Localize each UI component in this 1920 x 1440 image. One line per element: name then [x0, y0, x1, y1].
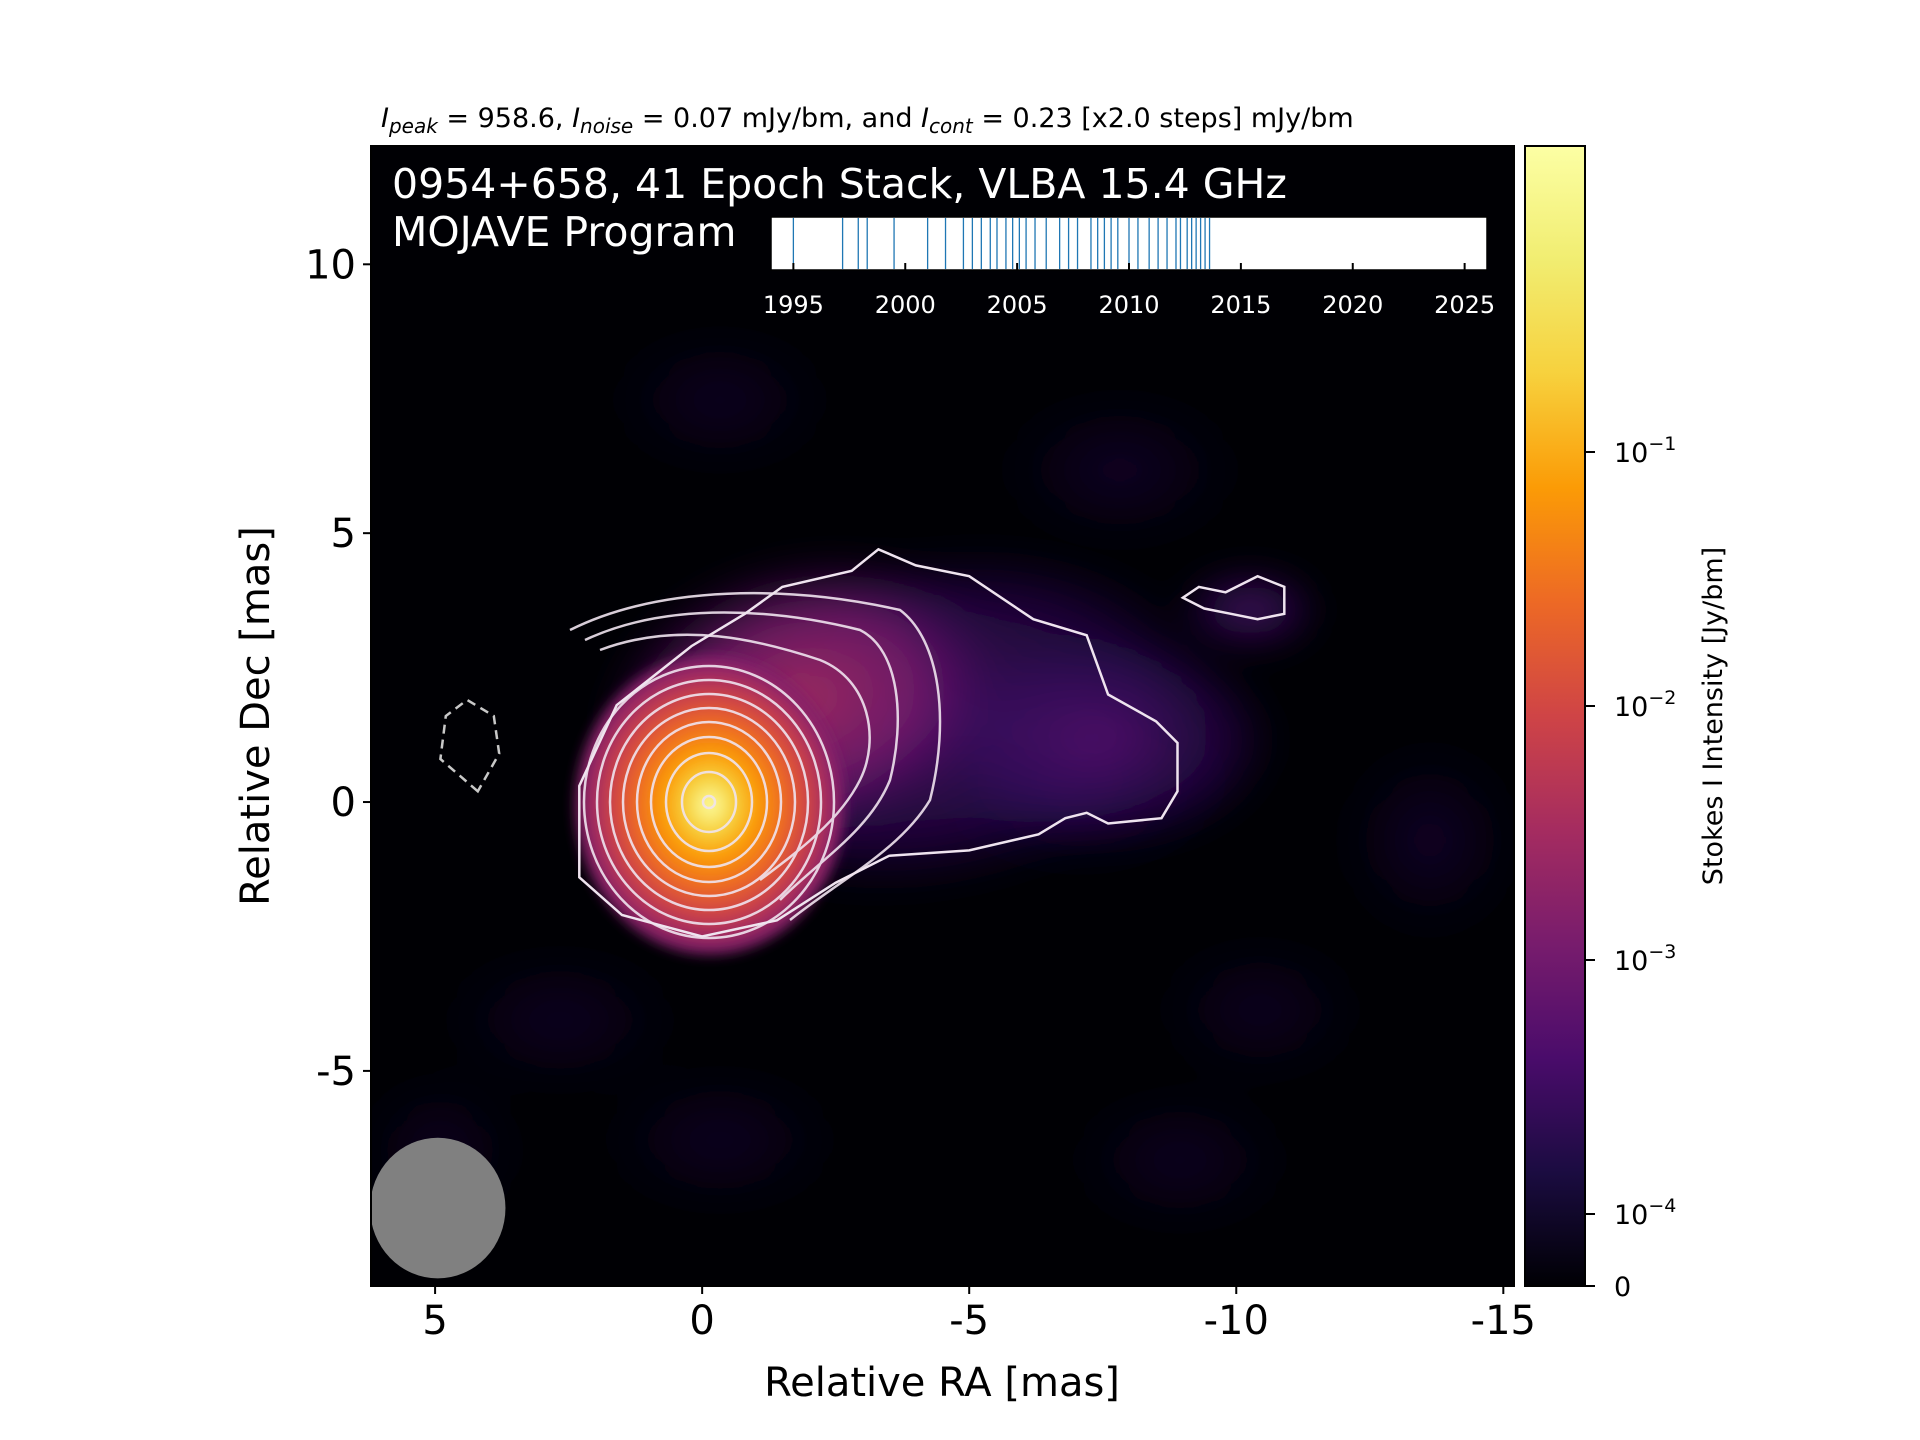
colorbar-tick-label: 10−3: [1614, 941, 1676, 977]
intensity-map: [371, 350, 1510, 1279]
tick-base: 10: [1614, 692, 1648, 723]
contour-layer: [439, 547, 1286, 938]
inner-contours: [569, 591, 942, 940]
x-tick-label: -5: [949, 1298, 989, 1344]
tick-base: 10: [1614, 1200, 1648, 1231]
tick-exponent: −3: [1648, 941, 1676, 963]
colorbar-tick-label: 0: [1614, 1272, 1631, 1303]
tick-exponent: −4: [1648, 1195, 1676, 1217]
plot-frame: [370, 145, 1515, 1287]
colorbar-ticks: 10−110−210−310−40: [1585, 433, 1676, 1303]
tick-exponent: −1: [1648, 433, 1676, 455]
colorbar-tick-label: 10−1: [1614, 433, 1676, 469]
header-part: = 0.07 mJy/bm, and: [633, 103, 921, 134]
y-axis-label: Relative Dec [mas]: [233, 526, 279, 906]
inset-tick-label: 2000: [875, 291, 936, 319]
header-part: = 958.6,: [438, 103, 572, 134]
outer-contour: [578, 547, 1179, 938]
epoch-marks: [792, 218, 1211, 269]
colorbar-label: Stokes I Intensity [Jy/bm]: [1698, 547, 1729, 885]
tick-base: 10: [1614, 946, 1648, 977]
y-tick-label: 5: [331, 511, 356, 557]
header-part: = 0.23 [x2.0 steps] mJy/bm: [973, 103, 1354, 134]
x-tick-label: 5: [422, 1298, 447, 1344]
inset-tick-label: 2020: [1322, 291, 1383, 319]
x-axis-label: Relative RA [mas]: [764, 1360, 1120, 1406]
colorbar-tick-label: 10−4: [1614, 1195, 1676, 1231]
inset-tick-label: 2005: [987, 291, 1048, 319]
header-part: I: [381, 103, 389, 134]
plot-subtitle: MOJAVE Program: [392, 208, 736, 256]
plot-title: 0954+658, 41 Epoch Stack, VLBA 15.4 GHz: [392, 160, 1287, 208]
header-part: cont: [929, 114, 974, 138]
tick-base: 0: [1614, 1272, 1631, 1303]
x-axis: 5 0 -5 -10 -15: [422, 1286, 1536, 1344]
tick-base: 10: [1614, 438, 1648, 469]
colorbar: 10−110−210−310−40 Stokes I Intensity [Jy…: [1524, 145, 1729, 1303]
header-part: I: [921, 103, 929, 134]
y-tick-label: 10: [305, 242, 356, 288]
x-tick-label: 0: [689, 1298, 714, 1344]
x-tick-label: -15: [1471, 1298, 1536, 1344]
outer-contour: [1180, 574, 1286, 621]
inset-tick-label: 2025: [1434, 291, 1495, 319]
colorbar-gradient: [1524, 145, 1586, 1287]
header-part: peak: [388, 114, 439, 138]
inset-tick-label: 2015: [1210, 291, 1271, 319]
inset-tick-label: 1995: [763, 291, 824, 319]
inset-axis: 1995 2000 2005 2010 2015 2020 2025: [763, 263, 1495, 319]
y-axis: 10 5 0 -5: [305, 242, 371, 1095]
y-tick-label: 0: [331, 780, 356, 826]
header-part: noise: [580, 114, 633, 138]
intensity-header: Ipeak = 958.6, Inoise = 0.07 mJy/bm, and…: [381, 103, 1354, 138]
epoch-timeline-inset: 1995 2000 2005 2010 2015 2020 2025: [763, 216, 1495, 319]
x-tick-label: -10: [1204, 1298, 1269, 1344]
negative-contour: [439, 698, 501, 794]
y-tick-label: -5: [316, 1049, 356, 1095]
header-part: I: [572, 103, 580, 134]
tick-exponent: −2: [1648, 687, 1676, 709]
image-panel: 0954+658, 41 Epoch Stack, VLBA 15.4 GHz …: [370, 145, 1515, 1287]
inset-tick-label: 2010: [1098, 291, 1159, 319]
beam-ellipse: [371, 1137, 506, 1279]
colorbar-tick-label: 10−2: [1614, 687, 1676, 723]
